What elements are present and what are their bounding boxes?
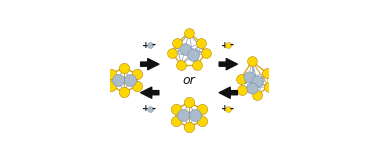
Point: [174, 41, 180, 44]
Text: or: or: [183, 73, 195, 87]
Point: [134, 73, 140, 76]
Point: [186, 126, 192, 129]
Point: [238, 77, 244, 80]
Point: [190, 54, 196, 57]
Point: [173, 108, 179, 111]
Point: [108, 84, 114, 87]
Point: [194, 64, 200, 66]
Text: +: +: [220, 104, 228, 113]
Point: [264, 72, 270, 75]
Point: [198, 41, 204, 44]
Point: [249, 60, 255, 63]
Point: [147, 44, 153, 46]
Text: -: -: [230, 40, 234, 50]
Text: -: -: [151, 40, 155, 50]
Point: [203, 52, 209, 55]
Point: [115, 79, 121, 81]
Point: [225, 107, 231, 110]
Point: [266, 85, 272, 88]
Point: [180, 114, 186, 116]
Point: [199, 119, 205, 122]
Point: [186, 101, 192, 104]
Point: [192, 114, 198, 116]
Point: [173, 119, 179, 122]
Text: -: -: [230, 104, 234, 114]
Text: +: +: [142, 41, 150, 50]
Point: [254, 80, 260, 83]
Point: [199, 108, 205, 111]
Point: [254, 93, 260, 96]
Point: [147, 107, 153, 110]
Point: [246, 75, 252, 78]
Point: [186, 32, 192, 34]
Point: [134, 84, 140, 87]
Text: -: -: [151, 104, 155, 114]
Text: +: +: [142, 104, 150, 113]
Point: [169, 52, 175, 55]
Point: [108, 73, 114, 76]
Point: [182, 48, 188, 51]
Point: [121, 66, 127, 69]
Text: +: +: [220, 41, 228, 50]
Point: [249, 87, 255, 89]
Point: [239, 89, 245, 91]
Point: [178, 64, 184, 66]
Point: [225, 44, 231, 46]
Point: [127, 79, 133, 81]
Point: [121, 91, 127, 94]
